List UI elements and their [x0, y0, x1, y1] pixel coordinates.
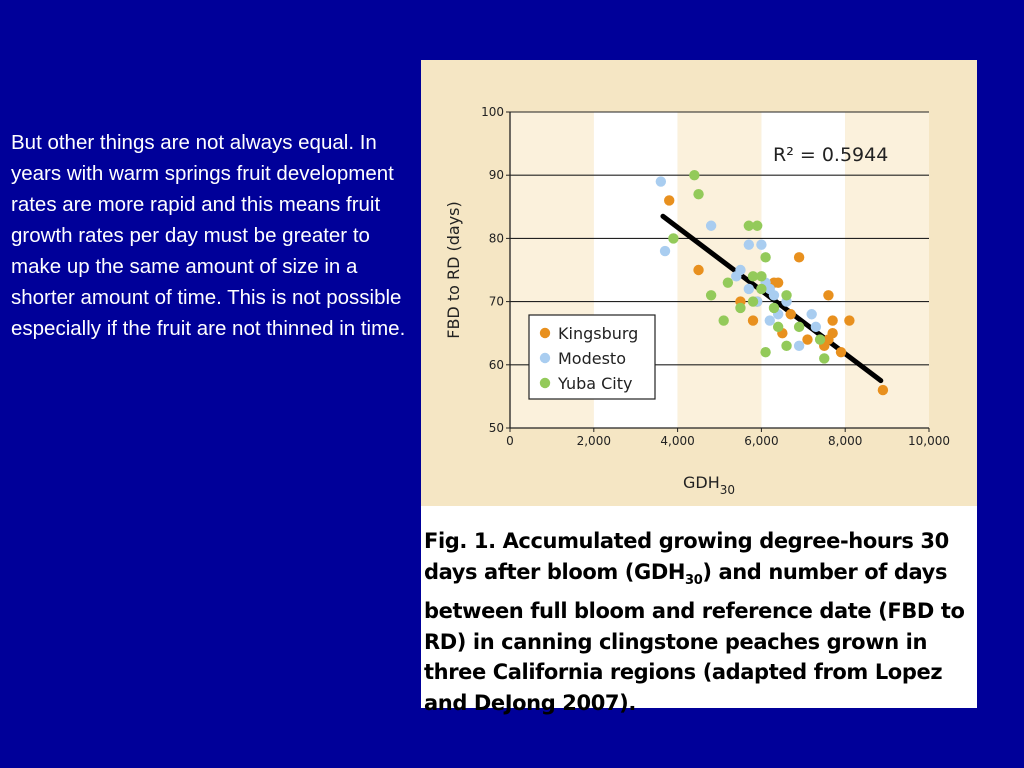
legend-marker: [539, 352, 551, 364]
y-tick-label: 80: [489, 231, 504, 245]
point-kingsburg: [844, 315, 855, 326]
legend-marker: [539, 377, 551, 389]
point-modesto: [764, 315, 775, 326]
point-yuba-city: [781, 340, 792, 352]
point-yuba-city: [756, 271, 767, 282]
point-kingsburg: [747, 315, 759, 326]
x-axis-title: GDH30: [683, 473, 735, 497]
point-yuba-city: [760, 252, 771, 263]
x-tick-label: 10,000: [908, 434, 950, 448]
point-modesto: [768, 290, 780, 301]
caption-subscript: 30: [685, 572, 703, 588]
point-modesto: [806, 309, 817, 320]
caption-text-1: Fig. 1. Accumulated growing degree-hours…: [424, 529, 949, 584]
point-yuba-city: [793, 321, 805, 333]
point-yuba-city: [752, 220, 763, 231]
point-kingsburg: [802, 334, 813, 345]
point-yuba-city: [819, 353, 830, 364]
y-axis-title: FBD to RD (days): [444, 201, 463, 339]
x-tick-label: 0: [506, 434, 514, 448]
point-yuba-city: [772, 321, 784, 333]
point-kingsburg: [664, 195, 675, 206]
point-kingsburg: [827, 328, 838, 339]
point-kingsburg: [827, 315, 838, 326]
point-modesto: [810, 321, 822, 333]
legend-label: Kingsburg: [558, 324, 638, 343]
point-yuba-city: [781, 290, 792, 301]
x-tick-label: 6,000: [744, 434, 778, 448]
point-kingsburg: [823, 290, 834, 301]
x-tick-label: 2,000: [577, 434, 611, 448]
point-modesto: [793, 340, 805, 352]
x-axis-title-sub: 30: [720, 483, 735, 497]
point-modesto: [731, 271, 742, 282]
point-yuba-city: [743, 220, 755, 231]
plot-band: [845, 112, 929, 428]
figure: 50 60 70 80 90 100 0 2,000 4,000 6,000 8,000 10,000…: [421, 60, 977, 715]
point-kingsburg: [785, 309, 796, 320]
figure-caption: Fig. 1. Accumulated growing degree-hours…: [424, 526, 974, 718]
y-tick-label: 60: [489, 358, 504, 372]
scatter-chart: 50 60 70 80 90 100 0 2,000 4,000 6,000 8,000 10,000…: [421, 60, 977, 506]
y-tick-label: 90: [489, 168, 504, 182]
point-modesto: [705, 220, 717, 231]
r-squared-annotation: R² = 0.5944: [773, 144, 888, 166]
point-yuba-city: [689, 170, 700, 181]
point-yuba-city: [735, 302, 746, 314]
point-kingsburg: [772, 277, 784, 288]
point-kingsburg: [793, 252, 805, 263]
point-kingsburg: [877, 384, 889, 396]
point-kingsburg: [835, 346, 847, 358]
x-tick-label: 8,000: [828, 434, 862, 448]
point-yuba-city: [722, 277, 734, 288]
slide-body-text: But other things are not always equal. I…: [11, 131, 406, 340]
x-axis-title-main: GDH: [683, 473, 720, 492]
y-tick-label: 70: [489, 295, 504, 309]
point-yuba-city: [747, 271, 759, 282]
x-tick-label: 4,000: [660, 434, 694, 448]
point-yuba-city: [705, 290, 717, 301]
point-yuba-city: [768, 302, 780, 314]
point-modesto: [655, 176, 667, 187]
caption-text-2: ) and number of days between full bloom …: [424, 559, 965, 715]
point-modesto: [743, 283, 755, 295]
point-kingsburg: [693, 264, 704, 276]
point-yuba-city: [693, 188, 704, 200]
point-modesto: [743, 239, 755, 250]
point-yuba-city: [747, 296, 759, 307]
point-modesto: [756, 239, 767, 250]
point-yuba-city: [718, 315, 729, 326]
legend-label: Yuba City: [557, 374, 632, 393]
y-tick-label: 100: [481, 105, 504, 119]
plot-band: [677, 112, 762, 428]
point-yuba-city: [814, 334, 826, 345]
point-yuba-city: [668, 233, 679, 244]
plot-band: [761, 112, 846, 428]
point-yuba-city: [760, 346, 771, 358]
point-yuba-city: [756, 283, 767, 295]
point-modesto: [659, 245, 671, 257]
y-tick-label: 50: [489, 421, 504, 435]
legend-marker: [539, 327, 551, 339]
legend-label: Modesto: [558, 349, 626, 368]
